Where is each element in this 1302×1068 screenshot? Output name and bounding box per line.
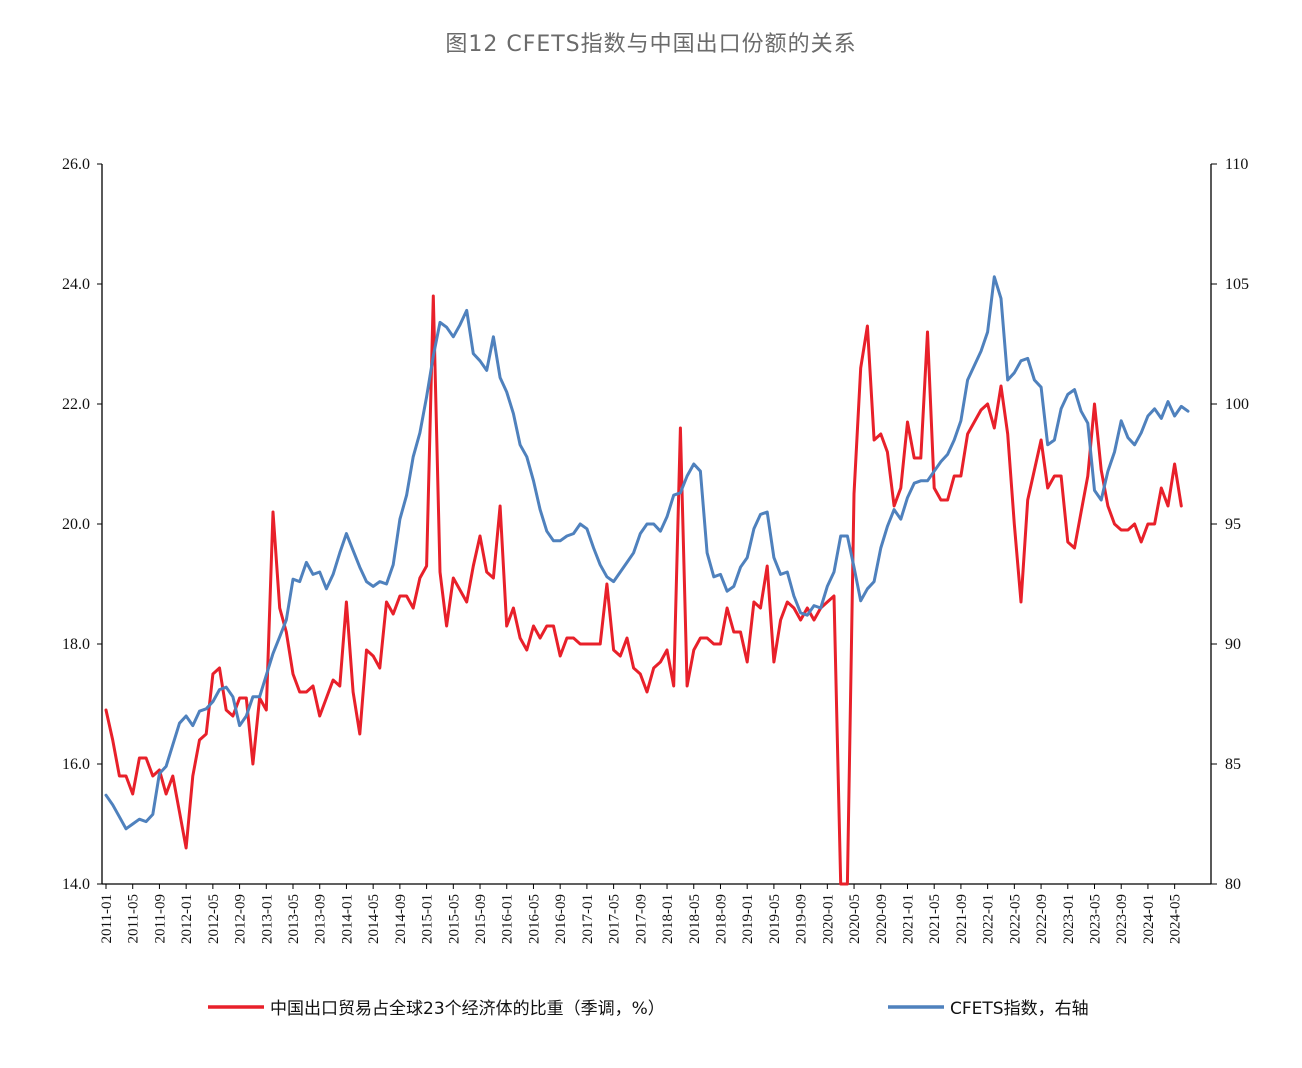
x-tick-label: 2019-05	[767, 894, 783, 944]
x-tick-label: 2017-01	[580, 894, 596, 944]
right-tick-label: 80	[1225, 876, 1241, 893]
x-tick-label: 2014-05	[366, 894, 382, 944]
right-tick-label: 100	[1225, 396, 1249, 413]
left-tick-label: 14.0	[62, 876, 90, 893]
chart-axes: 14.0 16.0 18.0 20.0 22.0 24.0 26.0 80 85 90 95 100 1…	[62, 156, 1249, 944]
left-tick-label: 20.0	[62, 516, 90, 533]
x-tick-label: 2019-01	[740, 894, 756, 944]
left-tick-label: 22.0	[62, 396, 90, 413]
x-tick-label: 2011-01	[99, 894, 115, 943]
x-tick-label: 2020-01	[820, 894, 836, 944]
left-tick-label: 26.0	[62, 156, 90, 173]
x-tick-label: 2022-05	[1007, 894, 1023, 944]
legend-label-export-share: 中国出口贸易占全球23个经济体的比重（季调，%）	[270, 999, 665, 1019]
right-tick-label: 110	[1225, 156, 1248, 173]
x-tick-label: 2022-09	[1034, 894, 1050, 944]
x-tick-label: 2018-09	[713, 894, 729, 944]
x-tick-label: 2017-09	[633, 894, 649, 944]
x-tick-label: 2013-09	[313, 894, 329, 944]
x-tick-label: 2011-05	[126, 894, 142, 943]
x-tick-label: 2023-09	[1114, 894, 1130, 944]
x-tick-label: 2024-05	[1168, 894, 1184, 944]
left-tick-label: 18.0	[62, 636, 90, 653]
x-tick-label: 2017-05	[607, 894, 623, 944]
x-tick-label: 2014-09	[393, 894, 409, 944]
x-tick-label: 2021-09	[954, 894, 970, 944]
x-tick-label: 2016-01	[500, 894, 516, 944]
x-tick-label: 2023-01	[1061, 894, 1077, 944]
x-tick-label: 2013-05	[286, 894, 302, 944]
export-share-series-line	[104, 294, 1183, 886]
x-tick-label: 2016-09	[553, 894, 569, 944]
x-tick-label: 2012-01	[179, 894, 195, 944]
x-tick-label: 2012-09	[233, 894, 249, 944]
x-tick-label: 2014-01	[339, 894, 355, 944]
x-tick-label: 2022-01	[981, 894, 997, 944]
cfets-index-series-line	[104, 275, 1190, 831]
x-tick-label: 2018-01	[660, 894, 676, 944]
chart-series	[104, 275, 1190, 886]
legend-label-cfets: CFETS指数，右轴	[950, 999, 1089, 1019]
chart-legend: 中国出口贸易占全球23个经济体的比重（季调，%） CFETS指数，右轴	[208, 999, 1089, 1019]
x-tick-label: 2019-09	[794, 894, 810, 944]
right-tick-label: 90	[1225, 636, 1241, 653]
x-tick-label: 2020-05	[847, 894, 863, 944]
x-tick-label: 2015-05	[446, 894, 462, 944]
x-tick-label: 2015-09	[473, 894, 489, 944]
x-tick-label: 2020-09	[874, 894, 890, 944]
left-tick-label: 16.0	[62, 756, 90, 773]
x-tick-label: 2011-09	[152, 894, 168, 943]
x-tick-label: 2012-05	[206, 894, 222, 944]
right-tick-label: 85	[1225, 756, 1241, 773]
x-tick-label: 2021-01	[900, 894, 916, 944]
x-tick-label: 2015-01	[420, 894, 436, 944]
right-tick-label: 95	[1225, 516, 1241, 533]
right-tick-label: 105	[1225, 276, 1249, 293]
x-tick-label: 2024-01	[1141, 894, 1157, 944]
x-tick-label: 2016-05	[526, 894, 542, 944]
x-tick-label: 2018-05	[687, 894, 703, 944]
left-tick-label: 24.0	[62, 276, 90, 293]
x-tick-label: 2023-05	[1087, 894, 1103, 944]
x-tick-label: 2013-01	[259, 894, 275, 944]
chart-title: 图12 CFETS指数与中国出口份额的关系	[445, 32, 857, 57]
x-tick-label: 2021-05	[927, 894, 943, 944]
